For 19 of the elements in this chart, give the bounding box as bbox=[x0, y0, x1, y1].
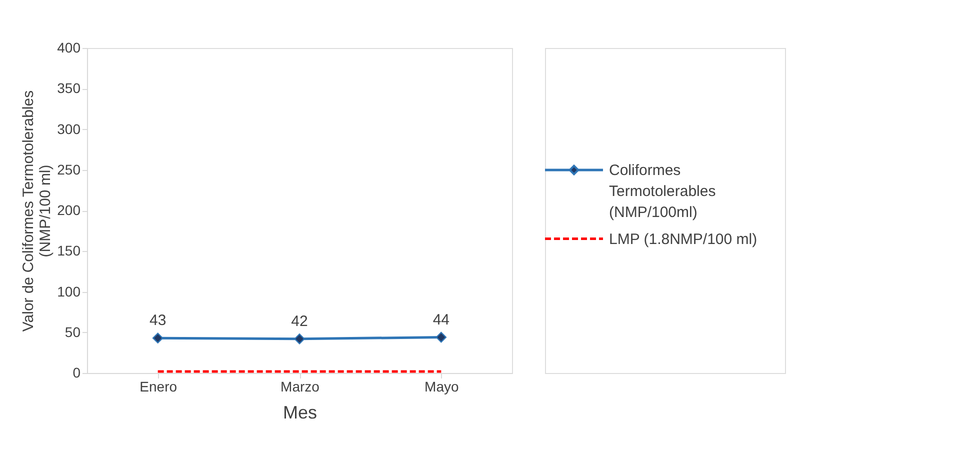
y-tick-label: 0 bbox=[72, 364, 81, 380]
y-tick-label: 150 bbox=[57, 242, 81, 259]
y-tick-label: 300 bbox=[57, 120, 81, 137]
x-tick-label: Marzo bbox=[280, 378, 320, 394]
x-axis-title: Mes bbox=[282, 402, 318, 422]
legend-label: LMP (1.8NMP/100 ml) bbox=[609, 230, 758, 248]
y-tick-label: 100 bbox=[57, 283, 81, 300]
y-tick-label: 350 bbox=[57, 80, 81, 96]
data-label: 42 bbox=[291, 312, 308, 330]
y-axis-title: Valor de Coliformes Termotolerables (NMP/100 ml) bbox=[20, 90, 54, 332]
x-tick-label: Enero bbox=[140, 378, 178, 394]
y-tick-label: 200 bbox=[57, 202, 81, 218]
legend-label: Coliformes Termotolerables (NMP/100ml) bbox=[609, 162, 716, 221]
data-label: 43 bbox=[149, 312, 166, 330]
y-tick-label: 50 bbox=[64, 324, 81, 340]
data-label: 44 bbox=[432, 311, 450, 328]
x-tick-label: Mayo bbox=[424, 378, 459, 394]
y-tick-label: 400 bbox=[57, 40, 81, 56]
y-tick-label: 250 bbox=[57, 161, 81, 178]
